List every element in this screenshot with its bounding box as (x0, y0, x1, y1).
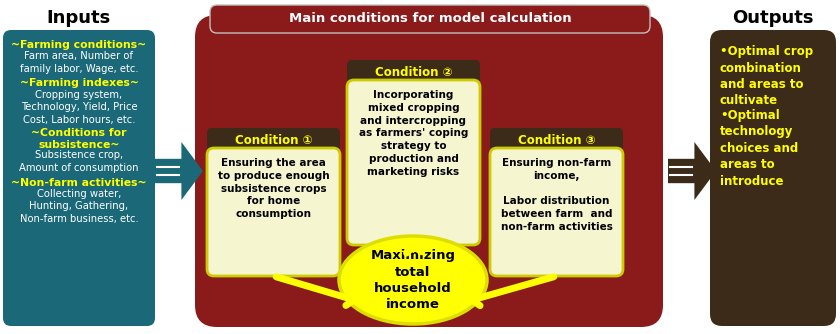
FancyBboxPatch shape (710, 30, 836, 326)
Text: Condition ①: Condition ① (234, 134, 312, 147)
Text: Ensuring non-farm
income,

Labor distribution
between farm  and
non-farm activit: Ensuring non-farm income, Labor distribu… (501, 158, 612, 232)
Text: Inputs: Inputs (47, 9, 111, 27)
Text: Incorporating
mixed cropping
and intercropping
as farmers' coping
strategy to
pr: Incorporating mixed cropping and intercr… (359, 90, 468, 177)
Text: Subsistence crop,
Amount of consumption: Subsistence crop, Amount of consumption (19, 151, 139, 173)
Text: Condition ③: Condition ③ (517, 134, 596, 147)
Text: Outputs: Outputs (732, 9, 814, 27)
FancyBboxPatch shape (207, 128, 340, 152)
FancyBboxPatch shape (347, 80, 480, 245)
Text: ~Farming indexes~: ~Farming indexes~ (19, 78, 139, 89)
FancyBboxPatch shape (195, 15, 663, 327)
FancyBboxPatch shape (210, 5, 650, 33)
FancyBboxPatch shape (490, 148, 623, 276)
Text: Cropping system,
Technology, Yield, Price
Cost, Labor hours, etc.: Cropping system, Technology, Yield, Pric… (21, 90, 137, 125)
Text: Ensuring the area
to produce enough
subsistence crops
for home
consumption: Ensuring the area to produce enough subs… (218, 158, 329, 219)
Text: Condition ②: Condition ② (375, 65, 452, 78)
Text: ~Conditions for
subsistence~: ~Conditions for subsistence~ (31, 128, 127, 150)
Text: ~Farming conditions~: ~Farming conditions~ (12, 40, 146, 50)
Text: ~Non-farm activities~: ~Non-farm activities~ (11, 177, 147, 187)
Polygon shape (155, 142, 203, 200)
Text: Farm area, Number of
family labor, Wage, etc.: Farm area, Number of family labor, Wage,… (19, 51, 139, 74)
Text: Main conditions for model calculation: Main conditions for model calculation (289, 12, 571, 25)
FancyBboxPatch shape (490, 128, 623, 152)
Text: •Optimal
technology
choices and
areas to
introduce: •Optimal technology choices and areas to… (720, 109, 798, 188)
Text: Collecting water,
Hunting, Gathering,
Non-farm business, etc.: Collecting water, Hunting, Gathering, No… (19, 189, 139, 224)
Ellipse shape (339, 236, 487, 324)
Text: •Optimal crop
combination
and areas to
cultivate: •Optimal crop combination and areas to c… (720, 45, 813, 108)
FancyBboxPatch shape (347, 60, 480, 84)
Text: Maximizing
total
household
income: Maximizing total household income (370, 249, 455, 311)
Polygon shape (668, 142, 716, 200)
FancyBboxPatch shape (207, 148, 340, 276)
FancyBboxPatch shape (3, 30, 155, 326)
